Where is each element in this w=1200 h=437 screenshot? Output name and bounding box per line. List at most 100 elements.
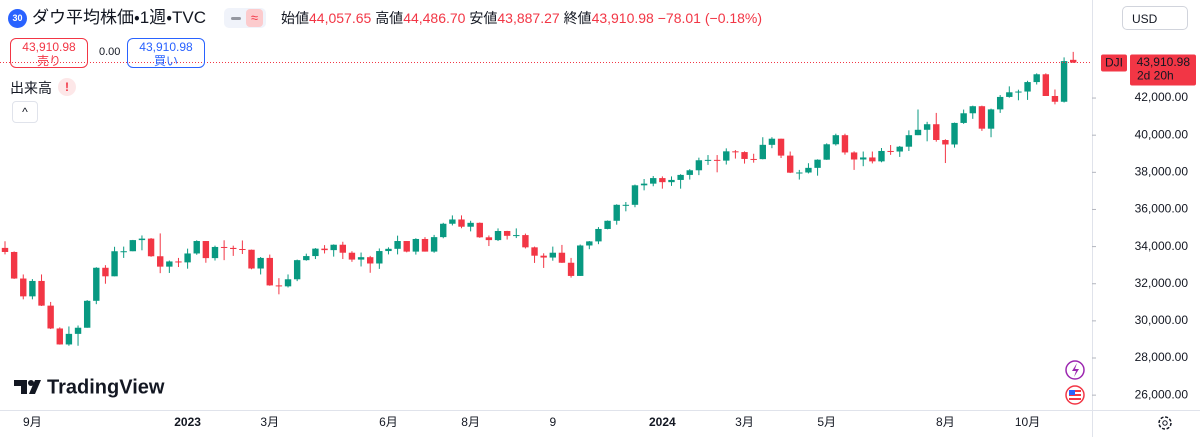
candle-body	[421, 238, 429, 252]
volume-label: 出来高	[10, 80, 52, 96]
approx-icon: ≈	[246, 9, 263, 27]
x-tick-label: 9月	[23, 415, 42, 429]
candle-body	[248, 249, 255, 269]
logo-text: TradingView	[47, 376, 165, 398]
settings-button[interactable]	[1158, 416, 1172, 430]
candle-body	[74, 327, 82, 334]
candle-body	[540, 255, 547, 258]
candle-body	[485, 237, 493, 241]
candle-body	[586, 241, 593, 246]
candle-body	[312, 248, 319, 257]
candle-body	[604, 220, 611, 229]
symbol-title[interactable]: ダウ平均株価・1週・TVC	[32, 8, 207, 27]
event-icons	[1065, 360, 1085, 405]
ohlc-legend: 始値44,057.65 高値44,486.70 安値43,887.27 終値43…	[281, 8, 762, 28]
candle-body	[832, 135, 840, 145]
candle-body	[348, 252, 356, 260]
candle-body	[147, 238, 155, 257]
candle-series	[1, 51, 1077, 346]
ohlc-value: 44,057.65	[309, 10, 372, 26]
logo-mark	[14, 380, 41, 394]
candle-body	[951, 122, 958, 145]
series-tag: DJI	[1105, 56, 1123, 70]
candle-body	[796, 172, 803, 174]
candle-body	[29, 280, 36, 297]
candle-body	[713, 159, 721, 161]
candle-body	[860, 157, 867, 160]
candle-body	[56, 328, 63, 345]
candle-body	[220, 246, 228, 248]
currency: USD	[1132, 12, 1158, 26]
candle-body	[102, 267, 109, 277]
candle-body	[640, 183, 648, 186]
volume-warning[interactable]: !	[58, 78, 76, 96]
candle-body	[750, 158, 757, 160]
candle-body	[1, 247, 9, 252]
y-tick-label: 32,000.00	[1135, 276, 1189, 290]
buy-price: 43,910.98	[139, 40, 193, 54]
candle-body	[339, 244, 347, 253]
candle-body	[257, 257, 264, 269]
candle-body	[111, 251, 118, 277]
candle-body	[896, 146, 903, 152]
flag-canton	[1069, 390, 1075, 395]
candle-body	[841, 135, 849, 153]
x-tick-label: 8月	[461, 415, 480, 429]
candle-body	[330, 244, 337, 251]
x-tick-label: 8月	[936, 415, 955, 429]
x-tick-label: 5月	[817, 415, 836, 429]
candle-body	[202, 241, 210, 259]
price-tag: 43,910.98	[1137, 55, 1191, 69]
candle-body	[467, 222, 474, 227]
candle-body	[293, 260, 301, 280]
countdown: 2d 20h	[1137, 69, 1174, 83]
candle-body	[923, 124, 931, 130]
price-tag-bg	[1130, 54, 1196, 86]
buy-label: 買い	[153, 54, 178, 68]
x-tick-label: 6月	[379, 415, 398, 429]
candle-body	[47, 305, 54, 329]
candle-body	[933, 124, 940, 141]
candle-body	[321, 248, 328, 251]
candle-body	[659, 178, 666, 183]
collapse-button[interactable]: ^	[12, 101, 38, 123]
candle-body	[394, 241, 401, 249]
candle-body	[942, 140, 949, 145]
candle-body	[686, 170, 693, 175]
y-tick-label: 28,000.00	[1135, 350, 1189, 364]
candle-body	[357, 257, 365, 260]
ohlc-label: 終値	[563, 10, 592, 26]
sell-button[interactable]: 43,910.98 売り	[10, 38, 88, 68]
candle-body	[20, 278, 27, 297]
candle-body	[905, 135, 913, 147]
candle-body	[558, 252, 566, 263]
currency-select[interactable]: USD	[1122, 6, 1188, 30]
candle-body	[531, 247, 538, 256]
candle-body	[284, 279, 292, 287]
candle-body	[193, 241, 200, 254]
buy-button[interactable]: 43,910.98 買い	[127, 38, 205, 68]
candle-body	[996, 96, 1004, 110]
ohlc-label: 安値	[469, 10, 498, 26]
candle-body	[850, 152, 858, 160]
candle-body	[376, 251, 383, 264]
candle-body	[704, 159, 712, 161]
candle-body	[878, 150, 885, 162]
candle-body	[303, 256, 310, 261]
candle-body	[987, 109, 995, 129]
candle-body	[403, 241, 410, 252]
candle-body	[1015, 91, 1022, 93]
candle-body	[960, 113, 967, 123]
candle-body	[567, 262, 575, 276]
candle-body	[440, 223, 447, 238]
sell-label: 売り	[36, 54, 61, 68]
candle-body	[522, 235, 529, 248]
x-tick-label: 2023	[174, 415, 201, 429]
candle-body	[869, 157, 876, 162]
compare-toggle[interactable]: ≈	[224, 8, 266, 28]
ohlc-change: −78.01 (−0.18%)	[657, 10, 763, 26]
candle-body	[777, 138, 785, 156]
candle-body	[129, 240, 137, 252]
spread: 0.00	[99, 46, 121, 58]
